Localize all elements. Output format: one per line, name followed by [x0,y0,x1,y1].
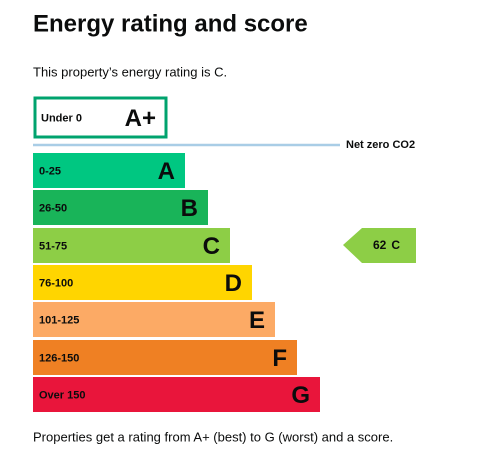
current-rating: C [391,238,400,252]
band-letter: A+ [125,105,156,132]
current-score: 62 [373,238,387,252]
band-range: 101-125 [39,314,79,326]
band-bar [33,153,185,188]
band-letter: A [158,158,175,185]
band-range: Under 0 [41,112,82,124]
band-letter: F [272,345,287,372]
title: Energy rating and score [33,10,308,37]
intro: This property’s energy rating is C. [33,64,227,79]
band-letter: D [225,270,242,297]
band-letter: G [291,382,310,409]
band-range: 76-100 [39,277,73,289]
band-bar [33,377,320,412]
band-letter: B [181,195,198,222]
footer: Properties get a rating from A+ (best) t… [33,429,393,444]
band-range: 26-50 [39,202,67,214]
band-letter: E [249,307,265,334]
band-range: Over 150 [39,389,85,401]
band-range: 51-75 [39,240,67,252]
current-rating-pointer [343,228,416,263]
current-rating-label: 62 C [373,238,400,252]
net-zero-label: Net zero CO2 [346,139,415,151]
band-letter: C [203,233,220,260]
band-range: 0-25 [39,165,61,177]
band-bar [33,302,275,337]
band-bar [33,265,252,300]
band-bar [33,190,208,225]
band-range: 126-150 [39,352,79,364]
band-bar [33,228,230,263]
band-bar [33,340,297,375]
band-bar [33,96,168,139]
